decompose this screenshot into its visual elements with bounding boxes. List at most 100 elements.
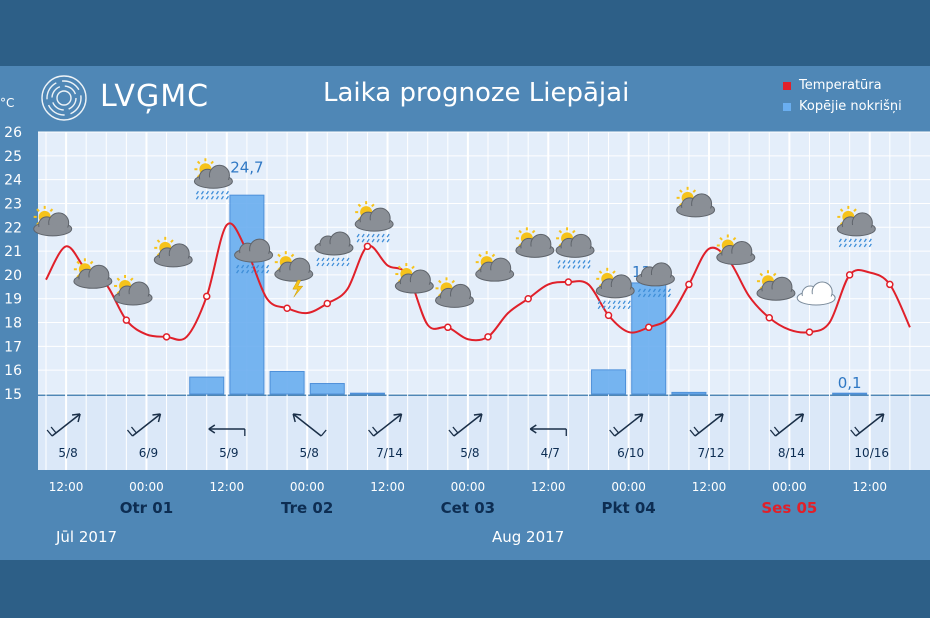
weather-icon-sun-cloud-thunder [274,251,314,298]
rain-drop [361,233,365,238]
temperature-point [202,292,211,301]
rain-drop [251,264,255,269]
month-label-right: Aug 2017 [492,528,565,546]
rain-drop [381,238,385,243]
rain-drop [341,262,345,267]
rain-drop [210,195,214,200]
rain-drop [562,259,566,264]
cloud-icon [394,269,434,294]
legend-temperature: Temperatūra [783,78,882,93]
rain-drop [838,238,842,243]
weather-icon-cloud-rain [314,231,354,267]
rain-drop [256,264,260,269]
time-tick-label: 12:00 [692,480,727,494]
rain-drop [597,300,601,305]
weather-icon-sun-cloud-rain [193,158,233,200]
wind-arrow-head [529,424,537,434]
cloud-icon [153,243,193,268]
rain-drop [622,305,626,310]
wind-arrow-head [292,413,302,423]
cloud-icon [796,281,836,306]
rain-drop [200,195,204,200]
weather-icon-sun-cloud [475,251,515,282]
rain-drop [662,293,666,298]
day-label: Pkt 04 [602,499,656,517]
wind-speed-label: 7/14 [376,446,403,460]
cloud-icon [193,164,233,189]
rain-drop [371,233,375,238]
wind-arrow-tail [769,426,780,437]
rain-drop [346,257,350,262]
wind-arrow-tail [850,426,861,437]
rain-drop [241,269,245,274]
wind-arrow-tail [46,426,57,437]
rain-drop [612,305,616,310]
cloud-fill [196,177,231,188]
wind-arrow-head [875,413,885,423]
rain-drop [376,233,380,238]
wind-arrow [529,424,567,436]
wind-speed-label: 10/16 [854,446,889,460]
temperature-point [162,333,171,341]
rain-drop [366,238,370,243]
sun-ray [277,253,281,258]
temperature-point [886,280,894,289]
rain-drop [838,243,842,248]
rain-drop [246,264,250,269]
rain-drop [266,264,270,269]
rain-drop [236,269,240,274]
rain-drop [205,190,209,195]
rain-drop [316,257,320,262]
day-label: Tre 02 [281,499,333,517]
wind-arrow-tail [368,426,379,437]
wind-arrow-shaft [855,413,885,437]
wind-arrow-head [393,413,403,423]
sun-ray [598,270,603,274]
sun-ray [839,208,844,212]
cloud-fill [638,274,673,285]
rain-drop [256,269,260,274]
sun-ray [76,260,80,265]
rain-drop [386,233,390,238]
cloud-fill [316,243,351,254]
rain-drop [356,238,360,243]
precipitation-bar [631,282,667,395]
wind-arrow-head [71,413,81,423]
rain-drop [225,195,229,200]
wind-speed-label: 5/9 [219,446,238,460]
y-tick-label: 18 [4,316,22,332]
y-tick-label: 22 [4,220,22,236]
rain-drop [205,195,209,200]
cloud-icon [676,193,716,218]
sun-ray [196,160,201,165]
weather-icon-sun-cloud [394,263,434,294]
rain-drop [637,288,641,293]
rain-drop [647,293,651,298]
wind-arrow-shaft [774,413,804,437]
sun-ray [478,253,482,258]
day-label: Otr 01 [120,499,173,517]
sun-ray [719,236,723,241]
rain-drop [657,293,661,298]
rain-icon [838,238,872,248]
lvgmc-logo-icon [41,75,87,121]
cloud-fill [517,246,552,257]
rain-drop [356,233,360,238]
weather-icon-sun-cloud-rain [555,227,595,269]
rain-drop [617,300,621,305]
temperature-point [564,278,573,286]
rain-drop [376,238,380,243]
sun-ray [170,239,174,243]
temperature-point [323,299,332,308]
wind-arrow-shaft [292,413,322,437]
sun-ray [89,260,94,265]
wind-speed-label: 6/9 [139,446,158,460]
time-tick-label: 00:00 [290,480,325,494]
sun-ray [491,253,496,258]
y-tick-label: 26 [4,125,22,141]
cloud-icon [635,262,675,287]
rain-icon [356,233,390,243]
cloud-fill [678,205,713,216]
rain-drop [627,305,631,310]
rain-drop [261,264,265,269]
